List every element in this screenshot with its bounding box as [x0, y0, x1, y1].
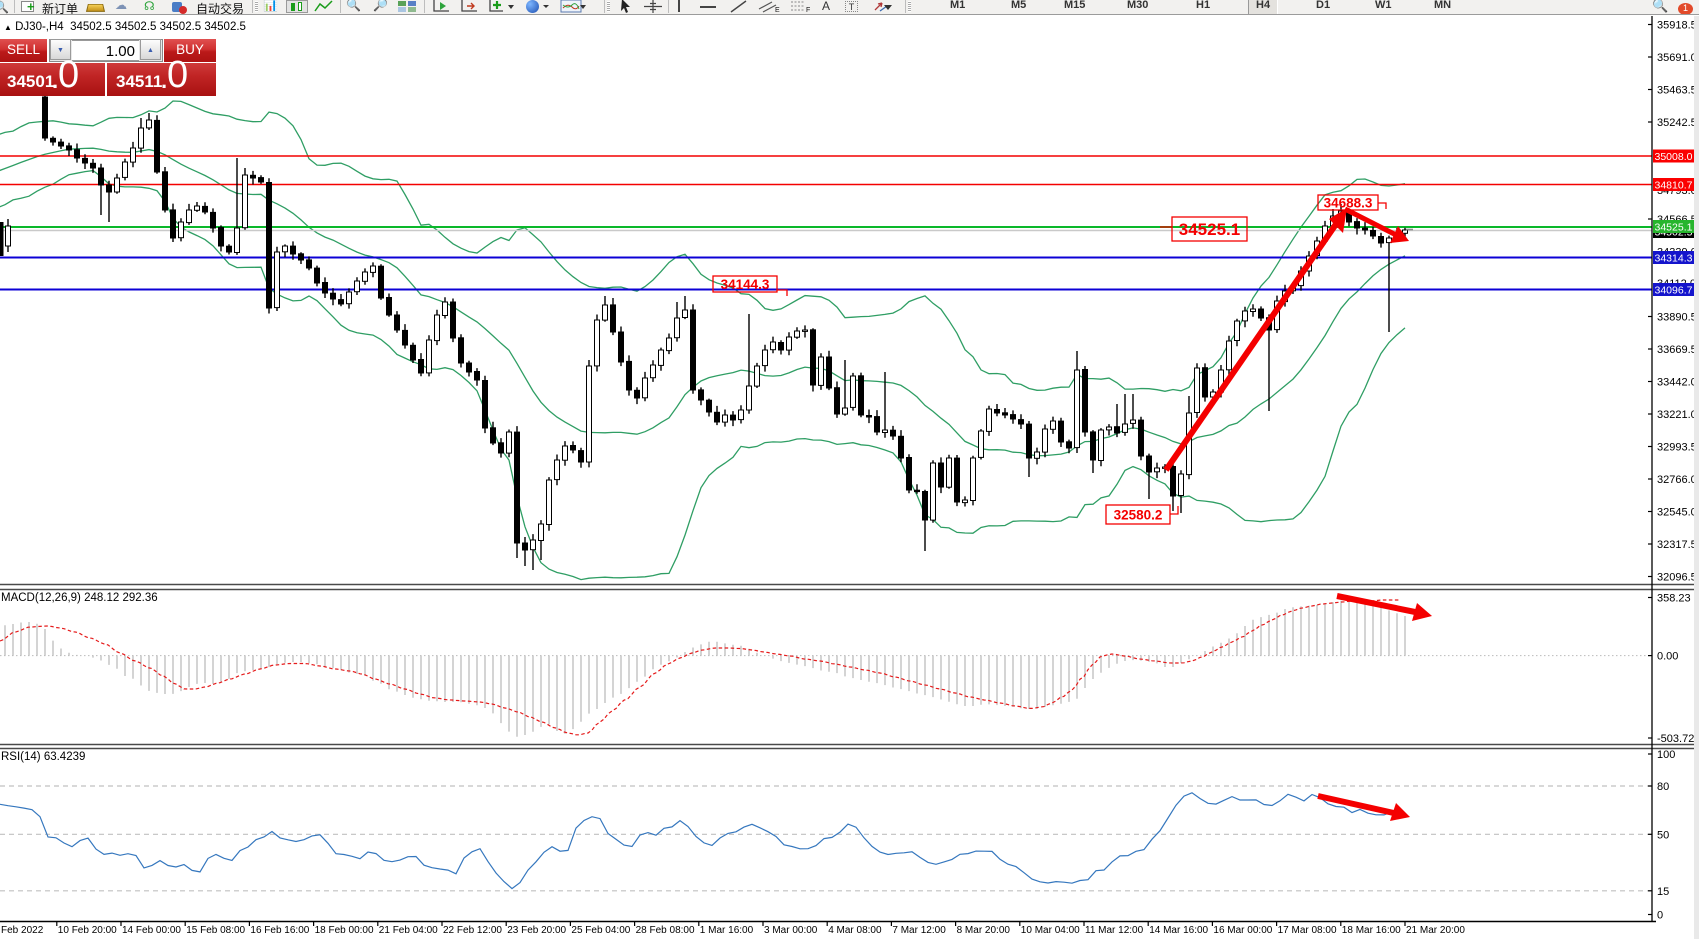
svg-text:32545.0: 32545.0 — [1657, 507, 1697, 519]
svg-text:32580.2: 32580.2 — [1114, 507, 1163, 522]
svg-text:21 Mar 20:00: 21 Mar 20:00 — [1406, 925, 1465, 936]
svg-text:35008.0: 35008.0 — [1655, 151, 1693, 163]
svg-text:Feb 2022: Feb 2022 — [1, 925, 44, 936]
svg-text:16 Mar 00:00: 16 Mar 00:00 — [1213, 925, 1272, 936]
svg-text:100: 100 — [1657, 749, 1675, 761]
svg-text:14 Mar 16:00: 14 Mar 16:00 — [1149, 925, 1208, 936]
svg-text:34314.3: 34314.3 — [1655, 252, 1693, 264]
svg-text:E: E — [775, 7, 780, 13]
svg-text:33221.0: 33221.0 — [1657, 409, 1697, 421]
svg-text:34810.7: 34810.7 — [1655, 179, 1693, 191]
svg-text:7 Mar 12:00: 7 Mar 12:00 — [892, 925, 946, 936]
svg-text:-503.72: -503.72 — [1657, 733, 1694, 745]
svg-text:15 Feb 08:00: 15 Feb 08:00 — [186, 925, 245, 936]
svg-text:22 Feb 12:00: 22 Feb 12:00 — [443, 925, 502, 936]
svg-text:34144.3: 34144.3 — [721, 277, 770, 292]
svg-text:11 Mar 12:00: 11 Mar 12:00 — [1085, 925, 1144, 936]
svg-text:33669.5: 33669.5 — [1657, 344, 1697, 356]
svg-text:34525.1: 34525.1 — [1655, 221, 1693, 233]
svg-text:10 Feb 20:00: 10 Feb 20:00 — [58, 925, 117, 936]
svg-text:8 Mar 20:00: 8 Mar 20:00 — [957, 925, 1011, 936]
svg-text:3 Mar 00:00: 3 Mar 00:00 — [764, 925, 818, 936]
svg-text:32096.5: 32096.5 — [1657, 572, 1697, 584]
svg-text:18 Feb 00:00: 18 Feb 00:00 — [315, 925, 374, 936]
svg-text:17 Mar 08:00: 17 Mar 08:00 — [1278, 925, 1337, 936]
svg-text:25 Feb 04:00: 25 Feb 04:00 — [571, 925, 630, 936]
svg-text:F: F — [806, 7, 810, 13]
svg-text:14 Feb 00:00: 14 Feb 00:00 — [122, 925, 181, 936]
svg-text:23 Feb 20:00: 23 Feb 20:00 — [507, 925, 566, 936]
svg-text:32993.5: 32993.5 — [1657, 442, 1697, 454]
svg-text:16 Feb 16:00: 16 Feb 16:00 — [250, 925, 309, 936]
svg-text:35242.5: 35242.5 — [1657, 117, 1697, 129]
svg-text:34525.1: 34525.1 — [1179, 220, 1240, 239]
svg-text:15: 15 — [1657, 886, 1669, 898]
svg-text:1 Mar 16:00: 1 Mar 16:00 — [700, 925, 754, 936]
svg-text:33890.5: 33890.5 — [1657, 312, 1697, 324]
svg-text:34096.7: 34096.7 — [1655, 284, 1693, 296]
svg-text:358.23: 358.23 — [1657, 593, 1691, 605]
svg-text:34688.3: 34688.3 — [1324, 195, 1373, 210]
svg-text:28 Feb 08:00: 28 Feb 08:00 — [636, 925, 695, 936]
svg-text:50: 50 — [1657, 829, 1669, 841]
svg-text:4 Mar 08:00: 4 Mar 08:00 — [828, 925, 882, 936]
svg-text:32317.5: 32317.5 — [1657, 539, 1697, 551]
svg-text:35691.0: 35691.0 — [1657, 52, 1697, 64]
svg-text:10 Mar 04:00: 10 Mar 04:00 — [1021, 925, 1080, 936]
svg-text:80: 80 — [1657, 781, 1669, 793]
svg-text:33442.0: 33442.0 — [1657, 377, 1697, 389]
svg-text:0.00: 0.00 — [1657, 651, 1678, 663]
svg-text:21 Feb 04:00: 21 Feb 04:00 — [379, 925, 438, 936]
svg-text:32766.0: 32766.0 — [1657, 474, 1697, 486]
svg-text:18 Mar 16:00: 18 Mar 16:00 — [1342, 925, 1401, 936]
svg-text:35918.5: 35918.5 — [1657, 20, 1697, 32]
svg-text:0: 0 — [1657, 910, 1663, 922]
svg-text:35463.5: 35463.5 — [1657, 85, 1697, 97]
